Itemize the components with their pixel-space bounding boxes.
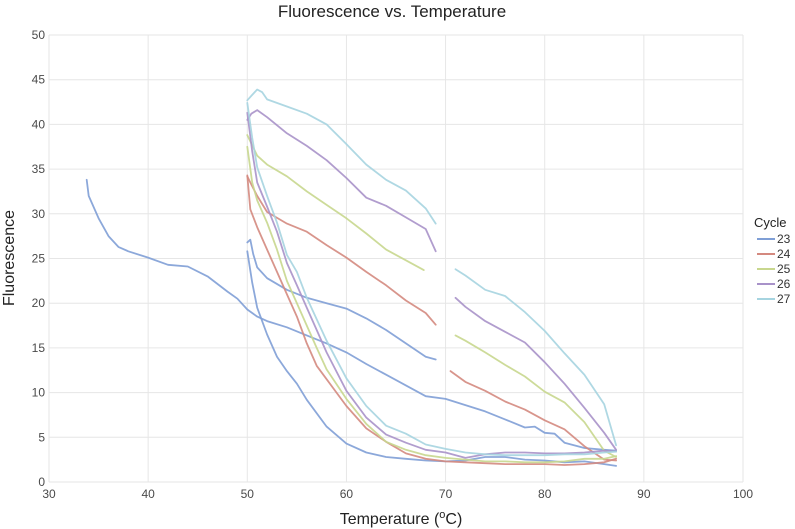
x-tick-label: 100 bbox=[733, 487, 753, 501]
y-tick-label: 15 bbox=[32, 341, 46, 355]
chart-title: Fluorescence vs. Temperature bbox=[278, 2, 506, 21]
y-tick-label: 20 bbox=[32, 296, 46, 310]
y-axis-title: Fluorescence bbox=[1, 210, 18, 306]
series-line-26 bbox=[454, 296, 617, 451]
series-23 bbox=[85, 178, 617, 467]
y-tick-label: 25 bbox=[32, 252, 46, 266]
legend-label-25: 25 bbox=[777, 262, 791, 276]
x-tick-label: 30 bbox=[42, 487, 56, 501]
series-25 bbox=[246, 134, 617, 464]
series-27 bbox=[246, 88, 617, 457]
y-tick-label: 5 bbox=[38, 430, 45, 444]
series-line-23 bbox=[246, 250, 617, 467]
y-tick-label: 35 bbox=[32, 162, 46, 176]
series-line-27 bbox=[246, 102, 617, 457]
legend-label-24: 24 bbox=[777, 247, 791, 261]
y-tick-label: 45 bbox=[32, 73, 46, 87]
x-tick-label: 90 bbox=[637, 487, 651, 501]
series-line-27 bbox=[246, 88, 437, 225]
series-line-24 bbox=[246, 175, 437, 326]
x-axis-title-degree: o bbox=[439, 509, 445, 521]
y-tick-label: 50 bbox=[32, 28, 46, 42]
x-axis-title: Temperature (oC) bbox=[340, 509, 463, 528]
x-tick-label: 70 bbox=[439, 487, 453, 501]
x-tick-label: 40 bbox=[141, 487, 155, 501]
series-line-25 bbox=[454, 334, 617, 458]
series-line-23 bbox=[246, 238, 437, 361]
y-tick-label: 30 bbox=[32, 207, 46, 221]
series-line-23 bbox=[85, 178, 617, 452]
legend-label-23: 23 bbox=[777, 232, 791, 246]
y-tick-label: 10 bbox=[32, 386, 46, 400]
series-line-27 bbox=[454, 268, 617, 447]
x-tick-label: 50 bbox=[241, 487, 255, 501]
x-axis-title-unit: C) bbox=[445, 511, 462, 528]
series-line-26 bbox=[246, 109, 437, 253]
tick-labels: 30 40 50 60 70 80 90 100 0 5 10 15 20 25 30 35 40 45 50 bbox=[32, 28, 754, 501]
series-26 bbox=[246, 109, 617, 459]
grid bbox=[48, 34, 744, 483]
series-layer bbox=[85, 88, 617, 467]
x-tick-label: 60 bbox=[340, 487, 354, 501]
series-line-25 bbox=[246, 134, 425, 271]
x-tick-label: 80 bbox=[538, 487, 552, 501]
series-line-25 bbox=[246, 145, 617, 464]
legend-label-26: 26 bbox=[777, 277, 791, 291]
y-tick-label: 40 bbox=[32, 117, 46, 131]
x-axis-title-main: Temperature ( bbox=[340, 511, 440, 528]
legend-title: Cycle bbox=[754, 215, 787, 230]
y-tick-label: 0 bbox=[38, 475, 45, 489]
series-line-26 bbox=[246, 111, 617, 459]
legend-label-27: 27 bbox=[777, 292, 791, 306]
